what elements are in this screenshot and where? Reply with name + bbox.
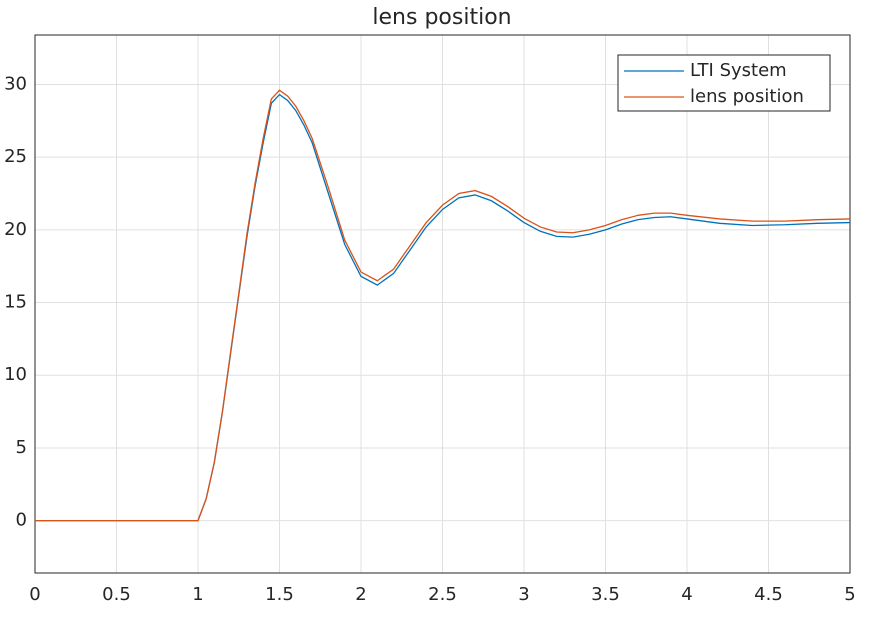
x-tick-label: 4.5 <box>754 584 783 605</box>
legend-box <box>617 54 831 112</box>
legend-label: lens position <box>690 86 804 107</box>
x-tick-label: 2 <box>355 584 366 605</box>
legend-label: LTI System <box>690 60 787 81</box>
axes-box <box>34 34 851 574</box>
y-tick-label: 10 <box>4 364 27 385</box>
y-tick-label: 20 <box>4 219 27 240</box>
x-tick-label: 0 <box>29 584 40 605</box>
y-tick-label: 5 <box>16 437 27 458</box>
x-tick-label: 2.5 <box>428 584 457 605</box>
y-tick-label: 25 <box>4 146 27 167</box>
x-tick-label: 1.5 <box>265 584 294 605</box>
y-tick-label: 30 <box>4 73 27 94</box>
y-tick-label: 0 <box>16 510 27 531</box>
x-tick-label: 3.5 <box>591 584 620 605</box>
x-tick-label: 5 <box>844 584 855 605</box>
x-tick-label: 1 <box>192 584 203 605</box>
x-tick-label: 0.5 <box>102 584 131 605</box>
x-tick-label: 4 <box>681 584 692 605</box>
x-tick-label: 3 <box>518 584 529 605</box>
y-tick-label: 15 <box>4 292 27 313</box>
chart-title: lens position <box>372 5 511 30</box>
data-line <box>35 89 851 522</box>
